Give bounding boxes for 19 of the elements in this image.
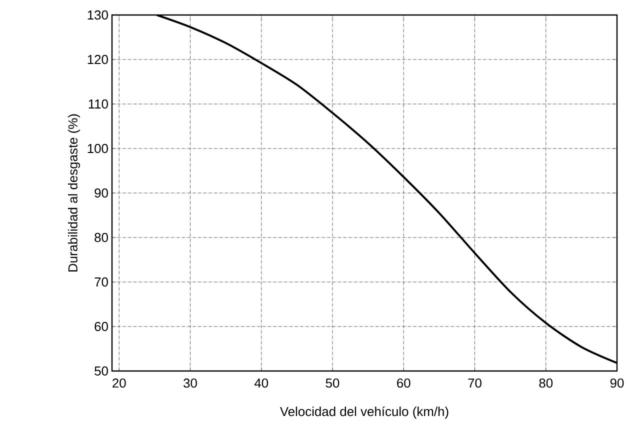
x-tick-label: 80 — [539, 378, 553, 388]
x-axis-title: Velocidad del vehículo (km/h) — [280, 406, 448, 419]
x-tick-label: 40 — [254, 378, 268, 388]
x-tick-label: 20 — [112, 378, 126, 388]
y-tick-label: 80 — [94, 232, 108, 242]
x-tick-label: 60 — [397, 378, 410, 388]
y-tick-label: 100 — [88, 144, 108, 154]
x-tick-label: 50 — [326, 378, 340, 388]
y-tick-label: 90 — [94, 188, 108, 198]
x-tick-label: 30 — [184, 378, 197, 388]
y-tick-label: 60 — [94, 322, 108, 332]
y-tick-label: 70 — [94, 277, 108, 287]
y-tick-label: 110 — [88, 99, 108, 109]
x-tick-label: 70 — [468, 378, 482, 388]
y-tick-label: 120 — [88, 54, 108, 64]
y-axis-title: Durabilidad al desgaste (%) — [68, 114, 80, 272]
y-tick-label: 50 — [94, 366, 108, 376]
y-tick-label: 130 — [88, 10, 108, 20]
x-tick-label: 90 — [610, 378, 624, 388]
